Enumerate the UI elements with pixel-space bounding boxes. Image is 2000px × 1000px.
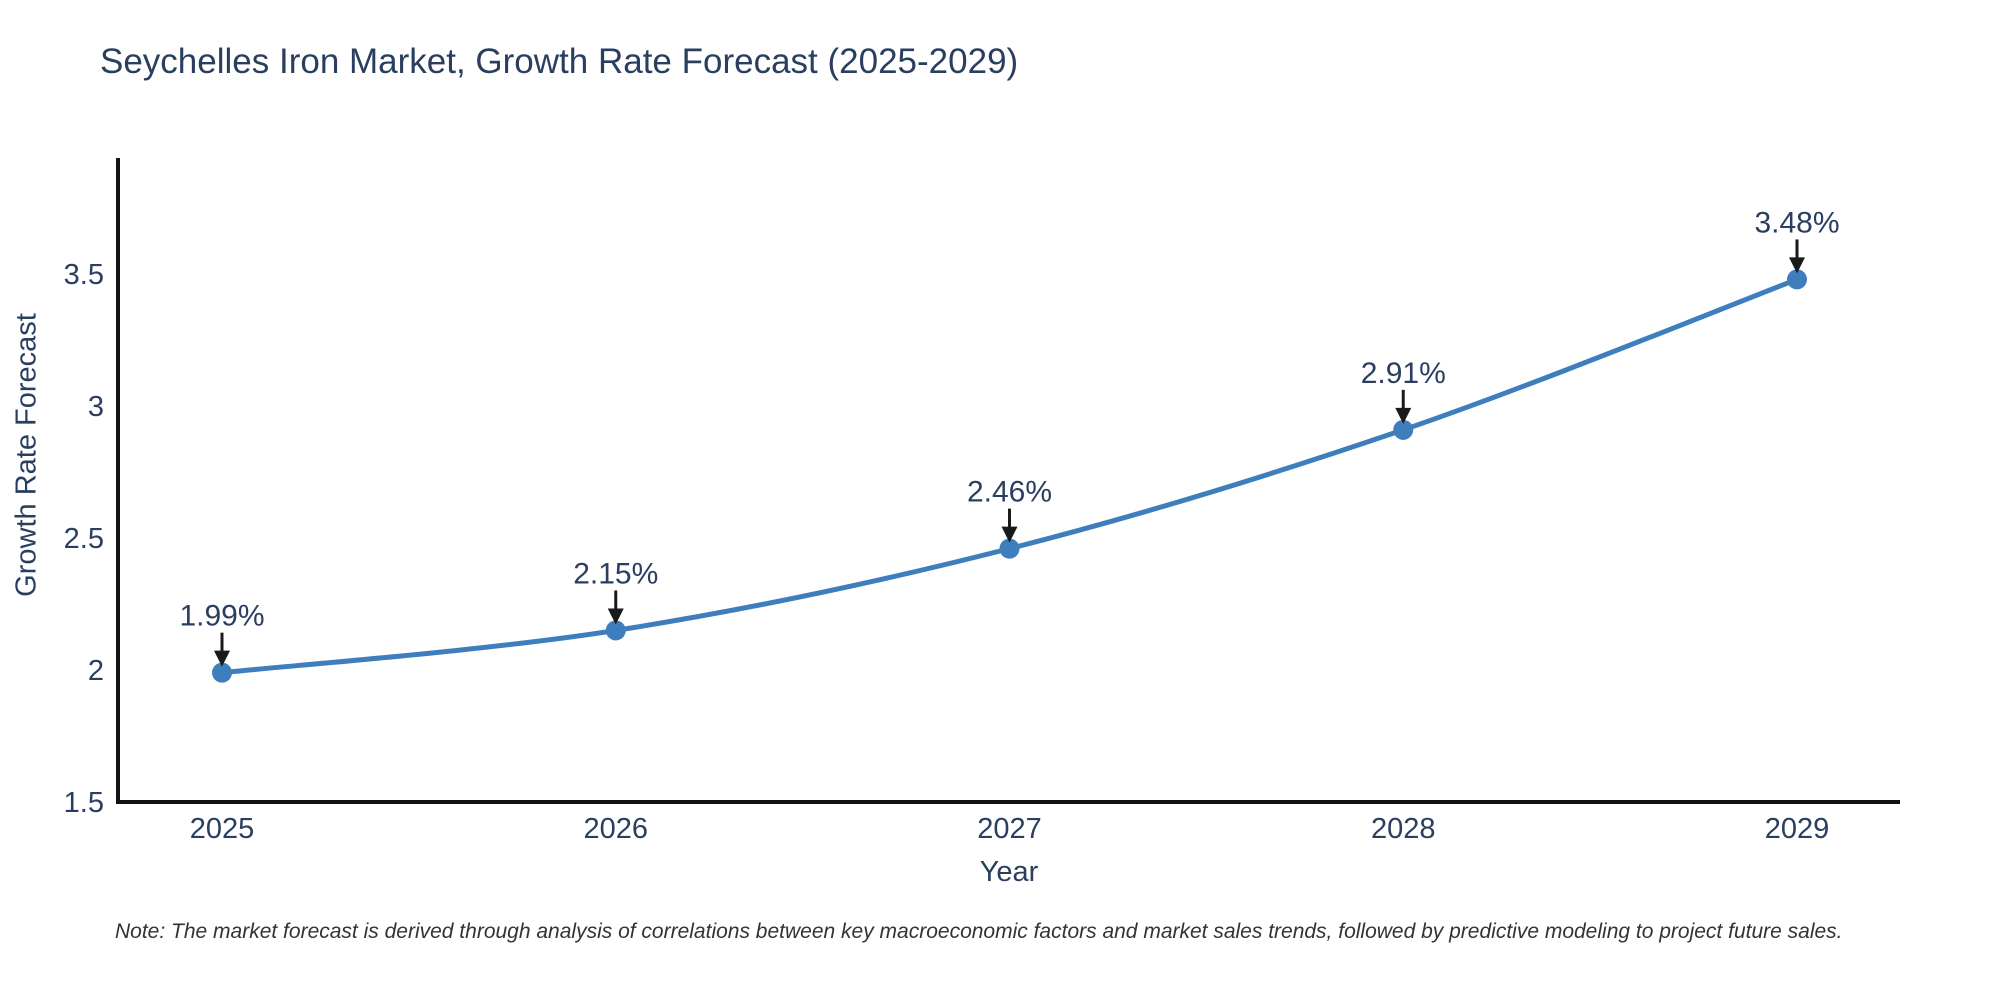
annotation-arrowhead-icon bbox=[607, 608, 624, 625]
line-series bbox=[212, 269, 1807, 683]
x-axis-title: Year bbox=[979, 856, 1039, 888]
data-point-marker-2027[interactable] bbox=[999, 538, 1020, 559]
annotation-arrowhead-icon bbox=[214, 650, 230, 667]
data-point-marker-2028[interactable] bbox=[1393, 419, 1414, 440]
x-tick-label: 2027 bbox=[977, 813, 1042, 845]
annotation-arrowhead-icon bbox=[1789, 257, 1805, 274]
y-axis-title: Growth Rate Forecast bbox=[10, 313, 43, 597]
y-tick-label: 2 bbox=[88, 655, 104, 687]
y-tick-label: 3.5 bbox=[64, 259, 104, 291]
x-tick-label: 2026 bbox=[583, 813, 648, 845]
point-value-label: 1.99% bbox=[179, 600, 264, 633]
point-value-label: 2.46% bbox=[967, 476, 1052, 509]
data-point-marker-2026[interactable] bbox=[605, 620, 626, 641]
point-value-label: 3.48% bbox=[1754, 206, 1839, 239]
chart-title: Seychelles Iron Market, Growth Rate Fore… bbox=[100, 42, 1019, 81]
annotation-arrowhead-icon bbox=[1395, 407, 1412, 424]
chart-note: Note: The market forecast is derived thr… bbox=[115, 920, 1843, 943]
y-tick-label: 3 bbox=[88, 391, 104, 423]
data-point-marker-2029[interactable] bbox=[1787, 269, 1807, 290]
y-tick-label: 2.5 bbox=[64, 523, 104, 555]
x-tick-label: 2029 bbox=[1765, 813, 1830, 845]
point-value-label: 2.15% bbox=[573, 557, 658, 590]
data-point-marker-2025[interactable] bbox=[212, 662, 232, 683]
annotations: 1.99% 2.15% 2.46% 2.91% 3.48% bbox=[179, 206, 1840, 667]
annotation-arrowhead-icon bbox=[1001, 526, 1018, 543]
x-tick-label: 2028 bbox=[1371, 813, 1436, 845]
axes: 1.5 2 2.5 3 3.5 2025 2026 2027 2028 2029 bbox=[64, 158, 1900, 845]
point-value-label: 2.91% bbox=[1361, 357, 1446, 390]
x-tick-label: 2025 bbox=[190, 813, 255, 845]
y-tick-label: 1.5 bbox=[64, 787, 104, 819]
